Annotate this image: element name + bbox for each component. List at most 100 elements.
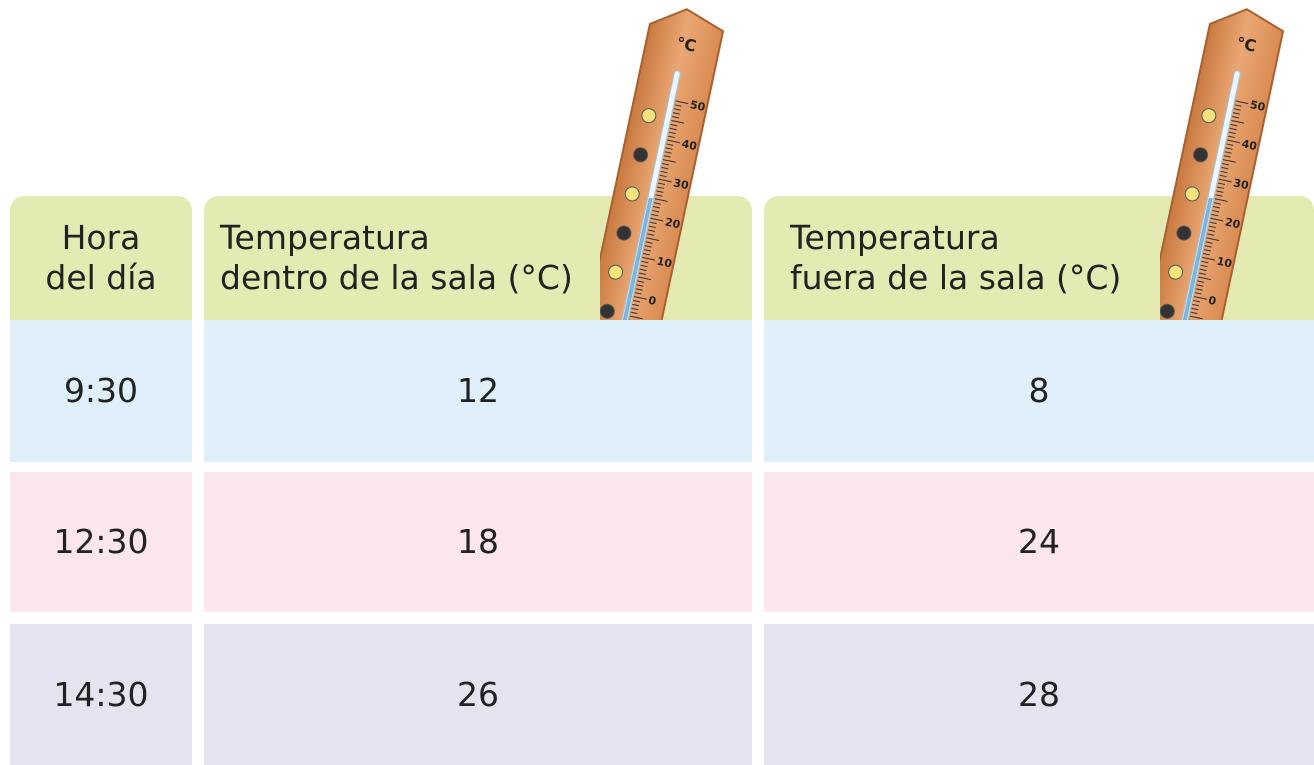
rect bbox=[1175, 197, 1213, 320]
scale-tick bbox=[655, 194, 663, 197]
scale-tick bbox=[648, 225, 656, 229]
header-cell: Hora del día bbox=[10, 196, 192, 320]
scale-tick bbox=[629, 315, 643, 320]
scale-tick bbox=[656, 190, 664, 193]
scale-label: 20 bbox=[1224, 216, 1242, 232]
scale-tick bbox=[644, 245, 652, 248]
scale-tick bbox=[1191, 307, 1199, 311]
scale-tick bbox=[1206, 237, 1220, 242]
weather-icon bbox=[600, 303, 615, 319]
scale-tick bbox=[1234, 104, 1242, 107]
scale-tick bbox=[662, 159, 676, 163]
cell-text: 8 bbox=[1028, 371, 1050, 410]
scale-tick bbox=[652, 206, 661, 209]
scale-tick bbox=[1210, 217, 1224, 222]
scale-tick bbox=[652, 209, 660, 213]
scale-tick bbox=[636, 284, 644, 287]
scale-tick bbox=[1220, 170, 1228, 174]
scale-tick bbox=[633, 296, 647, 300]
scale-tick bbox=[672, 112, 680, 115]
scale-tick bbox=[1224, 151, 1232, 154]
cell-text: 18 bbox=[457, 522, 499, 561]
scale-tick bbox=[1197, 280, 1205, 283]
cell-text: dentro de la sala (°C) bbox=[220, 258, 573, 297]
scale-tick bbox=[643, 249, 651, 252]
scale-tick bbox=[662, 163, 670, 166]
scale-tick bbox=[1215, 194, 1223, 197]
scale-label: 30 bbox=[672, 176, 690, 192]
scale-tick bbox=[632, 303, 640, 307]
scale-tick bbox=[1216, 190, 1224, 193]
scale-tick bbox=[1219, 174, 1227, 178]
weather-icon bbox=[1193, 147, 1209, 163]
scale-tick bbox=[630, 311, 638, 315]
scale-tick bbox=[659, 174, 667, 178]
scale-tick bbox=[642, 252, 651, 256]
cell-text: 26 bbox=[457, 674, 499, 714]
scale-tick bbox=[1197, 276, 1211, 281]
scale-tick bbox=[653, 202, 661, 205]
scale-tick bbox=[654, 198, 668, 202]
scale-tick bbox=[639, 268, 647, 272]
scale-tick bbox=[1211, 213, 1219, 217]
scale-tick bbox=[1202, 252, 1211, 256]
scale-tick bbox=[1222, 163, 1230, 166]
scale-tick bbox=[664, 151, 672, 154]
cell-text: fuera de la sala (°C) bbox=[790, 258, 1122, 297]
scale-tick bbox=[1232, 112, 1240, 115]
scale-tick bbox=[657, 182, 666, 186]
table-cell: 14:30 bbox=[10, 624, 192, 765]
scale-tick bbox=[1214, 198, 1228, 202]
scale-tick bbox=[671, 119, 685, 124]
cell-text: Hora bbox=[61, 218, 141, 257]
table-cell: 8 bbox=[764, 320, 1314, 462]
scale-tick bbox=[1231, 119, 1245, 124]
scale-tick bbox=[1229, 127, 1237, 131]
cell-text: 9:30 bbox=[63, 371, 139, 410]
cell-text: Temperatura bbox=[790, 218, 1000, 257]
scale-label: 30 bbox=[1232, 176, 1250, 192]
scale-label: 50 bbox=[689, 98, 707, 114]
scale-tick bbox=[669, 127, 677, 131]
scale-tick bbox=[1199, 268, 1207, 272]
table-cell: 26 bbox=[204, 624, 752, 765]
scale-tick bbox=[1204, 245, 1212, 248]
cell-text: Temperatura bbox=[220, 218, 430, 257]
scale-tick bbox=[670, 123, 678, 127]
scale-tick bbox=[651, 213, 659, 217]
scale-tick bbox=[675, 100, 689, 105]
cell-text: del día bbox=[45, 258, 157, 297]
thermometer-unit: °C bbox=[1235, 33, 1258, 56]
scale-tick bbox=[1193, 296, 1207, 300]
thermometer: °C 50 40 30 20 10 0 bbox=[1160, 8, 1285, 320]
scale-tick bbox=[1212, 206, 1221, 209]
cell-text: 12 bbox=[457, 371, 499, 410]
scale-tick bbox=[673, 108, 681, 111]
thermometer-body: °C 50 40 30 20 10 0 bbox=[1160, 8, 1285, 320]
scale-tick bbox=[641, 260, 649, 264]
scale-label: 10 bbox=[655, 255, 673, 271]
scale-tick bbox=[634, 292, 642, 295]
scale-tick bbox=[631, 307, 639, 311]
weather-icon bbox=[1160, 303, 1175, 319]
cell-text: 14:30 bbox=[53, 674, 149, 714]
scale-label: 40 bbox=[680, 137, 698, 153]
cell-text: 24 bbox=[1018, 522, 1060, 561]
scale-label: 10 bbox=[1215, 255, 1233, 271]
weather-icon bbox=[608, 264, 624, 280]
scale-tick bbox=[1209, 221, 1217, 225]
scale-tick bbox=[1202, 256, 1216, 261]
table-cell: 12 bbox=[204, 320, 752, 462]
scale-tick bbox=[663, 155, 671, 158]
thermometer-unit: °C bbox=[675, 33, 698, 56]
scale-label: 20 bbox=[664, 216, 682, 232]
scale-label: 0 bbox=[1207, 294, 1218, 308]
scale-tick bbox=[647, 233, 655, 236]
scale-tick bbox=[1227, 139, 1241, 144]
table-cell: 18 bbox=[204, 472, 752, 612]
scale-tick bbox=[1207, 233, 1215, 236]
table-cell: 28 bbox=[764, 624, 1314, 765]
scale-tick bbox=[1225, 147, 1233, 150]
scale-tick bbox=[1217, 182, 1226, 186]
scale-tick bbox=[633, 299, 641, 303]
